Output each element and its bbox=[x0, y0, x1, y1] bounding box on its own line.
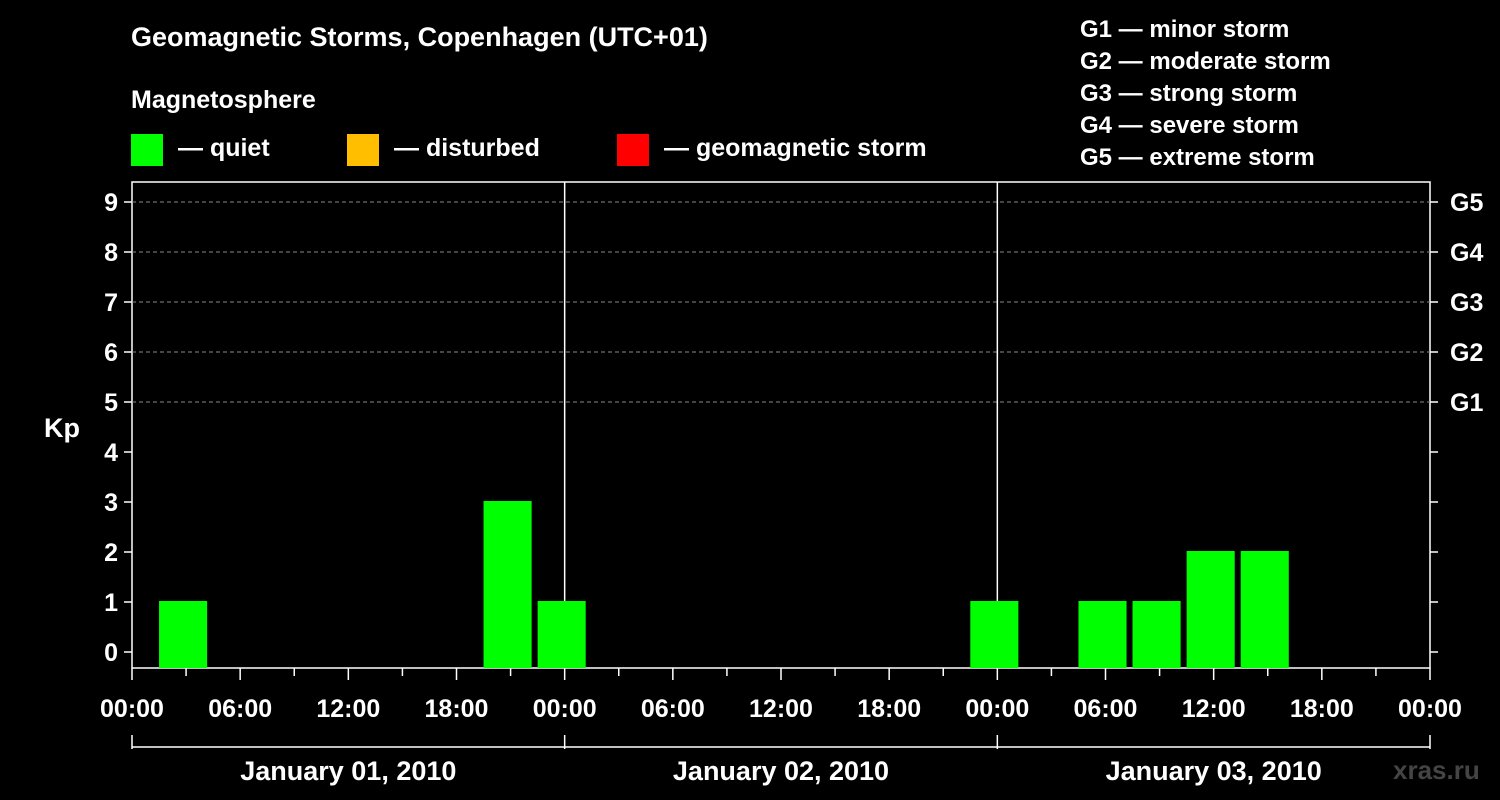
scale-g2: G2 — moderate storm bbox=[1080, 48, 1331, 75]
y-axis-label: Kp bbox=[44, 413, 80, 443]
kp-bar bbox=[1240, 551, 1289, 668]
x-tick-label: 00:00 bbox=[965, 695, 1029, 723]
x-tick-label: 00:00 bbox=[533, 695, 597, 723]
storm-level-label: G4 bbox=[1450, 239, 1483, 267]
x-tick-label: 00:00 bbox=[1398, 695, 1462, 723]
chart-title: Geomagnetic Storms, Copenhagen (UTC+01) bbox=[131, 22, 708, 52]
y-tick-label: 0 bbox=[104, 639, 118, 667]
x-tick-label: 00:00 bbox=[100, 695, 164, 723]
storm-level-label: G2 bbox=[1450, 339, 1483, 367]
x-tick-label: 12:00 bbox=[316, 695, 380, 723]
day-label: January 03, 2010 bbox=[1106, 756, 1322, 786]
y-tick-label: 8 bbox=[104, 239, 118, 267]
y-tick-label: 2 bbox=[104, 539, 118, 567]
legend-label-quiet: — quiet bbox=[178, 134, 270, 162]
legend-swatch-disturbed bbox=[347, 134, 379, 166]
y-tick-label: 4 bbox=[104, 439, 118, 467]
y-tick-label: 5 bbox=[104, 389, 118, 417]
legend-swatch-storm bbox=[617, 134, 649, 166]
scale-g5: G5 — extreme storm bbox=[1080, 144, 1315, 171]
x-tick-label: 06:00 bbox=[1074, 695, 1138, 723]
y-tick-label: 9 bbox=[104, 189, 118, 217]
storm-level-label: G5 bbox=[1450, 189, 1483, 217]
kp-bar bbox=[970, 601, 1019, 668]
x-tick-label: 18:00 bbox=[1290, 695, 1354, 723]
y-tick-label: 1 bbox=[104, 589, 118, 617]
storm-level-label: G1 bbox=[1450, 389, 1483, 417]
x-tick-label: 06:00 bbox=[641, 695, 705, 723]
scale-g4: G4 — severe storm bbox=[1080, 112, 1299, 139]
day-label: January 01, 2010 bbox=[240, 756, 456, 786]
legend-swatch-quiet bbox=[131, 134, 163, 166]
kp-bar bbox=[1186, 551, 1235, 668]
kp-bar bbox=[1132, 601, 1181, 668]
storm-level-label: G3 bbox=[1450, 289, 1483, 317]
x-tick-label: 06:00 bbox=[208, 695, 272, 723]
scale-g3: G3 — strong storm bbox=[1080, 80, 1298, 107]
scale-g1: G1 — minor storm bbox=[1080, 16, 1290, 43]
kp-bar bbox=[1078, 601, 1127, 668]
day-label: January 02, 2010 bbox=[673, 756, 889, 786]
x-tick-label: 18:00 bbox=[857, 695, 921, 723]
y-tick-label: 3 bbox=[104, 489, 118, 517]
y-tick-label: 7 bbox=[104, 289, 118, 317]
x-tick-label: 18:00 bbox=[425, 695, 489, 723]
plot-frame bbox=[131, 181, 1431, 669]
x-tick-label: 12:00 bbox=[1182, 695, 1246, 723]
y-tick-label: 6 bbox=[104, 339, 118, 367]
kp-bar bbox=[537, 601, 586, 668]
legend-label-storm: — geomagnetic storm bbox=[664, 134, 927, 162]
watermark: xras.ru bbox=[1393, 755, 1480, 785]
legend-label-disturbed: — disturbed bbox=[394, 134, 540, 162]
kp-bar bbox=[159, 601, 208, 668]
x-tick-label: 12:00 bbox=[749, 695, 813, 723]
kp-bar bbox=[483, 501, 532, 668]
legend-title: Magnetosphere bbox=[131, 86, 316, 114]
